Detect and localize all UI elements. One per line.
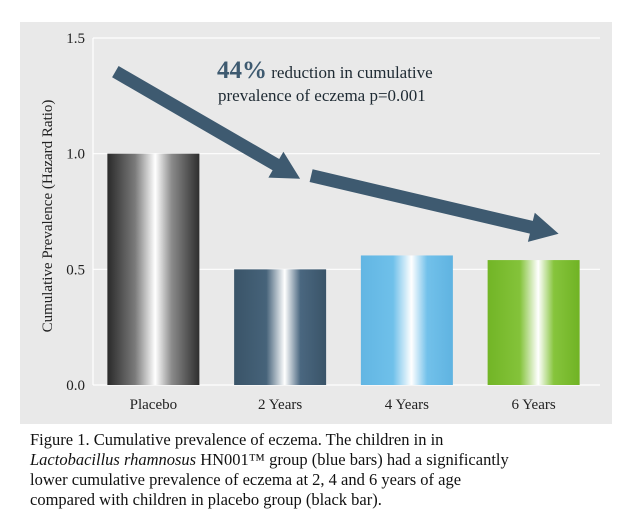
x-tick-label: Placebo	[130, 397, 177, 413]
caption-line-2-text: HN001™ group (blue bars) had a significa…	[196, 450, 509, 469]
annotation-line-1: 44% reduction in cumulative	[217, 57, 433, 84]
y-tick-label: 1.0	[66, 147, 85, 163]
caption-line-2: Lactobacillus rhamnosus HN001™ group (bl…	[30, 450, 615, 470]
bar-4-years	[360, 255, 453, 385]
bars	[107, 153, 580, 385]
y-tick-label: 1.5	[66, 31, 85, 47]
y-axis-label: Cumulative Prevalence (Hazard Ratio)	[40, 100, 56, 333]
arrow-right-icon	[309, 169, 559, 242]
annotation-line-1-text: reduction in cumulative	[267, 63, 433, 82]
caption-line-1: Figure 1. Cumulative prevalence of eczem…	[30, 430, 444, 449]
caption-line-3: lower cumulative prevalence of eczema at…	[30, 470, 462, 489]
reduction-arrows	[112, 66, 559, 242]
arrow-down-right-icon	[112, 66, 301, 179]
figure-caption: Figure 1. Cumulative prevalence of eczem…	[30, 430, 615, 510]
y-tick-label: 0.0	[66, 378, 85, 394]
annotation-line-2: prevalence of eczema p=0.001	[218, 86, 426, 105]
annotation-highlight: 44%	[217, 57, 267, 84]
tick-labels: 0.0 0.5 1.0 1.5 Placebo 2 Years 4 Years 6 Years	[66, 31, 556, 413]
bar-2-years	[234, 269, 327, 385]
y-tick-label: 0.5	[66, 262, 85, 278]
caption-line-4: compared with children in placebo group …	[30, 490, 382, 509]
bar-chart: 0.0 0.5 1.0 1.5 Placebo 2 Years 4 Years 6 Years…	[40, 31, 600, 413]
x-tick-label: 4 Years	[385, 397, 429, 413]
x-tick-label: 2 Years	[258, 397, 302, 413]
bar-placebo	[107, 153, 200, 385]
caption-species: Lactobacillus rhamnosus	[30, 450, 197, 469]
x-tick-label: 6 Years	[512, 397, 556, 413]
bar-6-years	[487, 260, 580, 385]
